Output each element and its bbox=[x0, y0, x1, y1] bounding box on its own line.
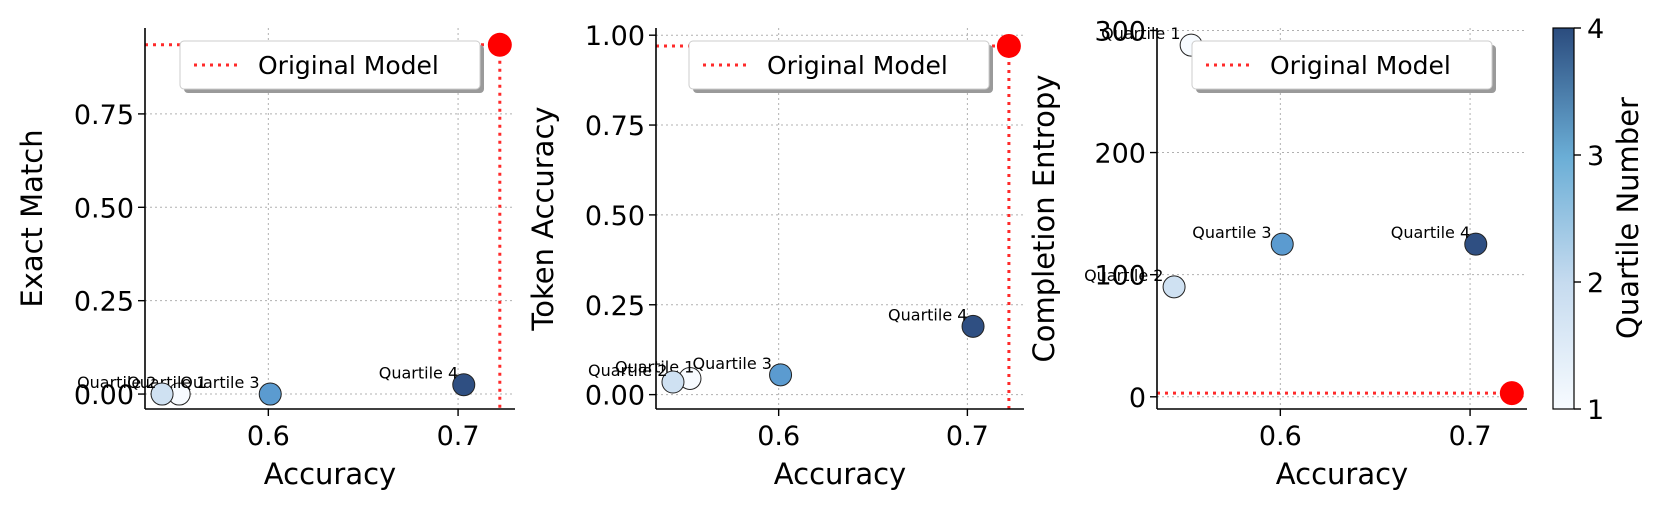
point-label: Quartile 1 bbox=[1101, 24, 1180, 43]
x-tick-label: 0.6 bbox=[1259, 421, 1302, 452]
x-tick-label: 0.7 bbox=[946, 421, 989, 452]
panel-3: 0.6 0.7 0 100 200 300 Accuracy Completion Entro… bbox=[1027, 16, 1527, 491]
x-axis-label: Accuracy bbox=[774, 457, 906, 491]
scatter-panels: 0.6 0.7 0.00 0.25 0.50 0.75 Accuracy Exact Matc… bbox=[15, 16, 1527, 491]
original-model-point bbox=[1499, 381, 1524, 406]
colorbar-label: Quartile Number bbox=[1611, 97, 1645, 339]
data-point-quartile-4 bbox=[1464, 232, 1488, 256]
y-tick-label: 100 bbox=[1094, 261, 1146, 292]
colorbar-tick-label: 1 bbox=[1587, 395, 1604, 426]
colorbar-gradient bbox=[1552, 27, 1575, 410]
y-tick-label: 200 bbox=[1094, 139, 1146, 170]
y-tick-label: 0.50 bbox=[74, 193, 134, 224]
data-point-quartile-2 bbox=[1162, 275, 1186, 299]
panel-2: 0.6 0.7 0.00 0.25 0.50 0.75 1.00 Accuracy Token … bbox=[526, 21, 1024, 491]
y-axis-label: Exact Match bbox=[15, 129, 49, 307]
colorbar: Quartile Number 1 2 3 4 bbox=[1552, 14, 1645, 426]
colorbar-tick-label: 2 bbox=[1587, 268, 1604, 299]
y-tick-label: 0 bbox=[1129, 383, 1146, 414]
legend-box bbox=[1191, 40, 1493, 90]
data-point-quartile-2 bbox=[661, 370, 685, 394]
y-tick-label: 1.00 bbox=[585, 21, 645, 52]
data-point-quartile-3 bbox=[769, 363, 793, 387]
point-label: Quartile 2 bbox=[77, 373, 156, 392]
point-label: Quartile 4 bbox=[379, 364, 458, 383]
y-tick-label: 0.00 bbox=[74, 380, 134, 411]
original-model-point bbox=[487, 32, 512, 57]
x-tick-label: 0.6 bbox=[247, 421, 290, 452]
data-point-quartile-2 bbox=[150, 382, 174, 406]
legend-label: Original Model bbox=[258, 51, 439, 80]
point-label: Quartile 3 bbox=[180, 373, 259, 392]
y-tick-label: 0.50 bbox=[585, 201, 645, 232]
data-point-quartile-4 bbox=[452, 373, 476, 397]
point-label: Quartile 4 bbox=[888, 305, 967, 324]
y-tick-label: 0.25 bbox=[74, 287, 134, 318]
y-axis-label: Completion Entropy bbox=[1027, 75, 1061, 363]
colorbar-tick-label: 4 bbox=[1587, 14, 1604, 45]
legend-box bbox=[179, 40, 481, 90]
y-tick-label: 0.75 bbox=[74, 100, 134, 131]
y-axis-label: Token Accuracy bbox=[526, 106, 560, 331]
point-label: Quartile 4 bbox=[1391, 223, 1470, 242]
x-tick-label: 0.7 bbox=[437, 421, 480, 452]
data-point-quartile-3 bbox=[258, 382, 282, 406]
point-label: Quartile 1 bbox=[127, 373, 206, 392]
x-tick-label: 0.6 bbox=[757, 421, 800, 452]
point-label: Quartile 2 bbox=[588, 361, 667, 380]
x-axis-label: Accuracy bbox=[1276, 457, 1408, 491]
legend-label: Original Model bbox=[1270, 51, 1451, 80]
point-label: Quartile 2 bbox=[1084, 266, 1163, 285]
data-point-quartile-3 bbox=[1270, 232, 1294, 256]
data-point-quartile-4 bbox=[961, 314, 985, 338]
y-tick-label: 0.25 bbox=[585, 291, 645, 322]
panel-1: 0.6 0.7 0.00 0.25 0.50 0.75 Accuracy Exact Matc… bbox=[15, 28, 515, 491]
y-tick-label: 0.00 bbox=[585, 381, 645, 412]
x-axis-label: Accuracy bbox=[264, 457, 396, 491]
legend-box bbox=[688, 40, 990, 90]
colorbar-tick-label: 3 bbox=[1587, 141, 1604, 172]
x-tick-label: 0.7 bbox=[1449, 421, 1492, 452]
point-label: Quartile 3 bbox=[693, 354, 772, 373]
legend-label: Original Model bbox=[767, 51, 948, 80]
y-tick-label: 0.75 bbox=[585, 111, 645, 142]
point-label: Quartile 3 bbox=[1192, 223, 1271, 242]
y-tick-label: 300 bbox=[1094, 16, 1146, 47]
original-model-point bbox=[996, 33, 1021, 58]
